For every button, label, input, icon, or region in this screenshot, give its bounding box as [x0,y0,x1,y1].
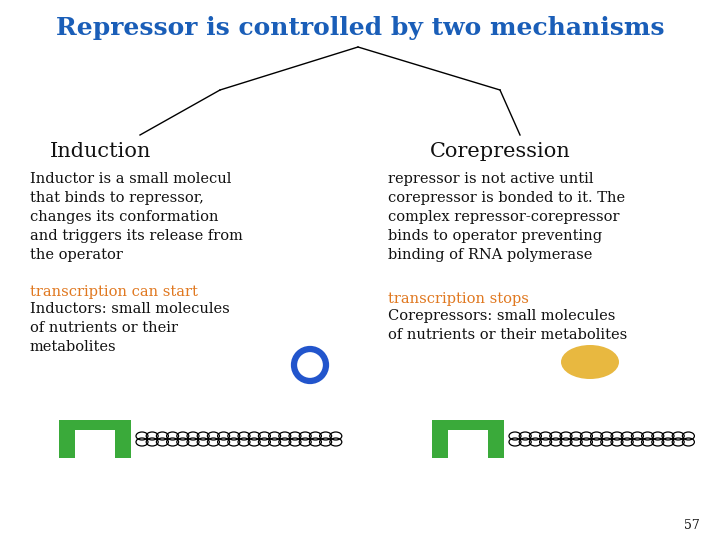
Bar [115,420,131,458]
Text: transcription stops: transcription stops [388,292,529,306]
Text: Corepression: Corepression [430,142,571,161]
Text: Inductor is a small molecul
that binds to repressor,
changes its conformation
an: Inductor is a small molecul that binds t… [30,172,243,262]
Bar [432,420,448,458]
Bar [488,420,504,458]
Text: 57: 57 [684,519,700,532]
Text: transcription can start: transcription can start [30,285,198,299]
Bar [59,420,75,458]
Text: repressor is not active until
corepressor is bonded to it. The
complex repressor: repressor is not active until corepresso… [388,172,625,262]
Ellipse shape [561,345,619,379]
Text: Corepressors: small molecules
of nutrients or their metabolites: Corepressors: small molecules of nutrien… [388,309,627,342]
Bar [432,420,504,430]
Text: Repressor is controlled by two mechanisms: Repressor is controlled by two mechanism… [55,16,665,40]
Bar [59,420,131,430]
Text: Induction: Induction [50,142,151,161]
Text: Inductors: small molecules
of nutrients or their
metabolites: Inductors: small molecules of nutrients … [30,302,230,354]
